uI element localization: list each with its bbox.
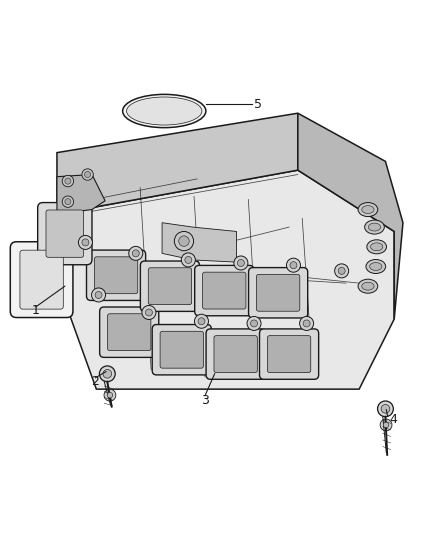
Circle shape [142, 305, 156, 319]
Text: 1: 1 [32, 304, 40, 317]
Circle shape [303, 320, 310, 327]
FancyBboxPatch shape [99, 307, 159, 358]
FancyBboxPatch shape [206, 329, 265, 379]
Ellipse shape [367, 240, 387, 254]
Ellipse shape [123, 94, 206, 128]
Circle shape [107, 392, 113, 398]
Circle shape [103, 369, 112, 378]
Circle shape [104, 389, 116, 401]
Polygon shape [57, 170, 394, 389]
Circle shape [198, 318, 205, 325]
Circle shape [378, 401, 393, 417]
Circle shape [82, 169, 93, 180]
Ellipse shape [358, 203, 378, 216]
Circle shape [179, 236, 189, 246]
Circle shape [290, 262, 297, 269]
Text: 5: 5 [254, 98, 262, 111]
Circle shape [78, 236, 92, 249]
Circle shape [129, 246, 143, 260]
Circle shape [380, 419, 392, 431]
Circle shape [234, 256, 248, 270]
FancyBboxPatch shape [87, 250, 145, 301]
Circle shape [92, 288, 106, 302]
Circle shape [335, 264, 349, 278]
Ellipse shape [366, 260, 385, 273]
Polygon shape [57, 113, 298, 214]
FancyBboxPatch shape [148, 268, 192, 305]
Text: 3: 3 [201, 393, 209, 407]
Circle shape [174, 231, 194, 251]
Circle shape [85, 172, 91, 177]
FancyBboxPatch shape [140, 261, 200, 311]
Polygon shape [162, 223, 237, 262]
Circle shape [381, 405, 390, 413]
Circle shape [185, 256, 192, 263]
Circle shape [181, 253, 195, 267]
Circle shape [62, 175, 74, 187]
Circle shape [65, 178, 71, 184]
Circle shape [95, 292, 102, 298]
FancyBboxPatch shape [20, 250, 64, 309]
Circle shape [237, 260, 244, 266]
FancyBboxPatch shape [46, 210, 84, 257]
Ellipse shape [358, 279, 378, 293]
FancyBboxPatch shape [95, 257, 138, 294]
FancyBboxPatch shape [160, 332, 203, 368]
Circle shape [383, 422, 389, 427]
Ellipse shape [362, 282, 374, 290]
Circle shape [132, 250, 139, 257]
Circle shape [247, 317, 261, 330]
Text: 4: 4 [389, 413, 397, 426]
Polygon shape [57, 174, 105, 214]
Polygon shape [298, 113, 403, 319]
FancyBboxPatch shape [107, 314, 151, 351]
Ellipse shape [362, 206, 374, 214]
Circle shape [65, 199, 71, 205]
Circle shape [194, 314, 208, 328]
FancyBboxPatch shape [257, 274, 300, 311]
FancyBboxPatch shape [259, 329, 319, 379]
Ellipse shape [368, 223, 381, 231]
Circle shape [286, 258, 300, 272]
Circle shape [338, 268, 345, 274]
FancyBboxPatch shape [10, 242, 73, 318]
FancyBboxPatch shape [249, 268, 307, 318]
Text: 2: 2 [92, 375, 99, 387]
Circle shape [251, 320, 258, 327]
Circle shape [82, 239, 89, 246]
FancyBboxPatch shape [267, 336, 311, 373]
Circle shape [62, 196, 74, 207]
Ellipse shape [370, 263, 382, 270]
FancyBboxPatch shape [38, 203, 92, 265]
Ellipse shape [127, 97, 202, 125]
Circle shape [99, 366, 115, 382]
Ellipse shape [371, 243, 383, 251]
FancyBboxPatch shape [214, 336, 257, 373]
FancyBboxPatch shape [194, 265, 254, 316]
Circle shape [145, 309, 152, 316]
FancyBboxPatch shape [152, 325, 211, 375]
Ellipse shape [364, 220, 385, 234]
FancyBboxPatch shape [202, 272, 246, 309]
Circle shape [300, 317, 314, 330]
